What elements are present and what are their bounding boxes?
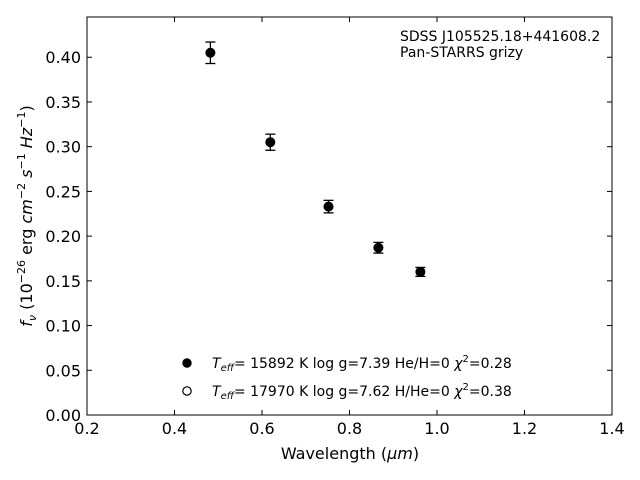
y-label-close: ): [17, 105, 36, 111]
legend-entry-1-T: T: [212, 356, 222, 372]
y-tick-label: 0.25: [45, 182, 81, 201]
legend-entry-2-chi-exp: 2: [463, 382, 469, 393]
y-label-nu: ν: [26, 315, 39, 321]
annotation: SDSS J105525.18+441608.2 Pan-STARRS griz…: [400, 29, 600, 61]
ticks: 0.2 0.4 0.6 0.8 1.0 1.2 1.4 0.00 0.05 0.10 0.15 0.2…: [45, 17, 625, 438]
x-tick-label: 1.4: [599, 419, 624, 438]
data-point: [323, 201, 334, 212]
x-tick-label: 1.0: [424, 419, 449, 438]
y-label-cm: cm: [17, 199, 36, 223]
annotation-line2: Pan-STARRS grizy: [400, 45, 523, 61]
y-tick-label: 0.05: [45, 361, 81, 380]
y-tick-label: 0.00: [45, 406, 81, 425]
x-axis-label-mu: μm: [386, 444, 413, 463]
y-tick-label: 0.15: [45, 272, 81, 291]
legend-entry-1-eff: eff: [221, 363, 236, 374]
x-tick-label: 0.8: [337, 419, 362, 438]
legend-entry-1-chi-exp: 2: [463, 354, 469, 365]
legend-entry-2-eff: eff: [221, 391, 236, 402]
data-point: [265, 137, 276, 148]
y-label-erg: erg: [17, 224, 36, 260]
legend-entry-1-chi: χ: [453, 356, 463, 372]
y-tick-label: 0.30: [45, 138, 81, 157]
annotation-line1: SDSS J105525.18+441608.2: [400, 29, 600, 45]
x-axis-label-end: ): [413, 444, 419, 463]
x-tick-label: 0.6: [249, 419, 274, 438]
legend-marker-filled: [182, 358, 192, 368]
y-label-s: s: [17, 170, 36, 183]
x-tick-label: 0.2: [74, 419, 99, 438]
y-label-open: (10: [17, 283, 36, 315]
y-label-exp26: −26: [15, 260, 28, 283]
y-label-exp2: −2: [15, 183, 28, 199]
legend-marker-open: [182, 386, 192, 396]
legend-entry-2-chi-val: =0.38: [469, 384, 512, 400]
y-tick-label: 0.20: [45, 227, 81, 246]
y-tick-label: 0.40: [45, 48, 81, 67]
y-label-f: f: [17, 319, 36, 327]
x-tick-label: 0.4: [162, 419, 187, 438]
y-tick-label: 0.10: [45, 317, 81, 336]
legend-entry-1-rest: = 15892 K log g=7.39 He/H=0: [234, 356, 454, 372]
legend-entry-1-chi-val: =0.28: [469, 356, 512, 372]
data-point: [415, 266, 426, 277]
x-axis-label-main: Wavelength (: [281, 444, 387, 463]
y-label-exp1: −1: [15, 153, 28, 169]
x-tick-label: 1.2: [512, 419, 537, 438]
legend-entry-2-chi: χ: [453, 384, 463, 400]
x-axis-label: Wavelength (μm): [281, 444, 419, 463]
data-point: [373, 242, 384, 253]
y-tick-label: 0.35: [45, 93, 81, 112]
y-label-exp1b: −1: [15, 112, 28, 128]
legend-entry-1: Teff= 15892 K log g=7.39 He/H=0 χ2=0.28: [212, 354, 512, 374]
data-point: [205, 47, 216, 58]
legend: Teff= 15892 K log g=7.39 He/H=0 χ2=0.28 …: [182, 354, 512, 402]
data-marks: [205, 41, 426, 278]
y-axis-label: fν (10−26 erg cm−2 s−1 Hz−1): [15, 105, 39, 326]
legend-entry-2-rest: = 17970 K log g=7.62 H/He=0: [234, 384, 454, 400]
y-label-hz: Hz: [17, 127, 36, 153]
legend-entry-2-T: T: [212, 384, 222, 400]
plot-frame: [86, 16, 613, 416]
legend-entry-2: Teff= 17970 K log g=7.62 H/He=0 χ2=0.38: [212, 382, 512, 402]
